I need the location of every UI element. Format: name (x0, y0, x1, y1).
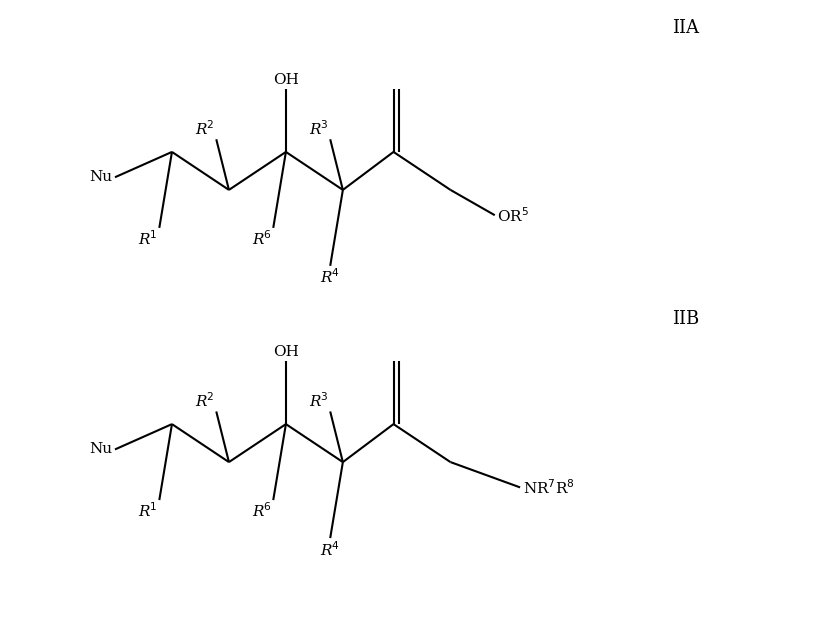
Text: R$^4$: R$^4$ (320, 540, 340, 559)
Text: R$^3$: R$^3$ (309, 391, 329, 410)
Text: R$^1$: R$^1$ (139, 229, 158, 248)
Text: R$^6$: R$^6$ (252, 229, 272, 248)
Text: R$^1$: R$^1$ (139, 501, 158, 520)
Text: Nu: Nu (89, 170, 112, 184)
Text: OH: OH (273, 73, 299, 87)
Text: OH: OH (273, 345, 299, 359)
Text: IIA: IIA (672, 19, 699, 37)
Text: R$^2$: R$^2$ (196, 119, 215, 138)
Text: OR$^5$: OR$^5$ (497, 206, 529, 225)
Text: Nu: Nu (89, 442, 112, 456)
Text: R$^6$: R$^6$ (252, 501, 272, 520)
Text: IIB: IIB (672, 310, 700, 328)
Text: R$^4$: R$^4$ (320, 268, 340, 287)
Text: R$^2$: R$^2$ (196, 391, 215, 410)
Text: R$^3$: R$^3$ (309, 119, 329, 138)
Text: NR$^7$R$^8$: NR$^7$R$^8$ (523, 478, 574, 497)
